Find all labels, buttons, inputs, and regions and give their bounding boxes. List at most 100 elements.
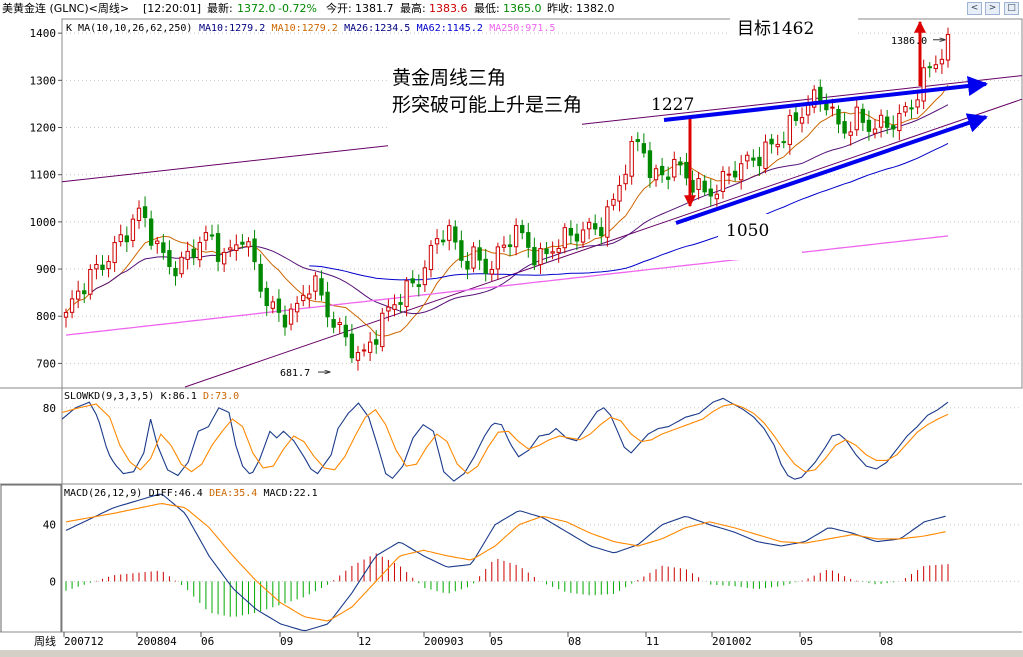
candle xyxy=(301,285,306,307)
candle-body xyxy=(124,235,130,243)
x-tick-label: 08 xyxy=(568,635,581,648)
candle xyxy=(124,226,130,253)
candle xyxy=(909,99,914,119)
candle xyxy=(380,308,385,352)
candle-body xyxy=(909,107,914,110)
price-tick-label: 1000 xyxy=(30,216,57,229)
low-price-label: 681.7 xyxy=(280,368,310,379)
candle-body xyxy=(161,242,166,253)
candle-body xyxy=(745,154,750,162)
candle xyxy=(818,79,823,112)
macd-legend: MACD(26,12,9) DIFF:46.4 DEA:35.4 MACD:22.1 xyxy=(64,488,318,499)
scroll-right-button[interactable]: > xyxy=(985,2,1000,15)
candle-body xyxy=(812,89,817,108)
candle xyxy=(209,224,215,241)
candle xyxy=(398,293,403,313)
candle xyxy=(903,102,908,117)
candle xyxy=(842,112,847,139)
candle-body xyxy=(848,131,853,136)
candle-body xyxy=(836,109,841,125)
candle-body xyxy=(355,352,361,361)
candle-body xyxy=(921,67,926,102)
candle-body xyxy=(653,168,659,181)
open-value: 1381.7 xyxy=(355,2,394,15)
macd-tick-label: 0 xyxy=(49,575,56,588)
candle-body xyxy=(611,198,616,206)
candle xyxy=(167,240,172,275)
x-tick-label: 08 xyxy=(880,635,893,648)
candle-body xyxy=(483,258,488,274)
time-axis: 周线 200712 200804 06 09 12 200903 05 08 11 201002 05… xyxy=(34,632,893,648)
candle xyxy=(136,200,142,229)
candle-body xyxy=(422,267,428,286)
x-tick-label: 12 xyxy=(358,635,371,648)
high-price-label: 1386.0 xyxy=(891,36,927,47)
candle xyxy=(288,303,294,331)
candle-body xyxy=(586,221,592,230)
candle xyxy=(410,270,415,288)
candle-body xyxy=(897,112,902,132)
candle-body xyxy=(343,324,348,338)
high-value: 1383.6 xyxy=(429,2,468,15)
quote-header: 美黄金连 (GLNC)<周线> [12:20:01] 最新: 1372.0 -0… xyxy=(0,0,1023,18)
candle xyxy=(866,110,872,141)
macd-histogram xyxy=(65,553,949,617)
candle xyxy=(799,107,805,133)
candle-body xyxy=(805,104,811,116)
resistance-label: 1227 xyxy=(651,95,694,115)
candle xyxy=(416,274,421,297)
candle xyxy=(307,285,312,308)
candle xyxy=(556,239,561,263)
price-tick-label: 1400 xyxy=(30,27,57,40)
candle xyxy=(88,264,93,300)
candle-body xyxy=(453,226,458,243)
annotation-line-2: 形突破可能上升是三角 xyxy=(392,94,582,116)
candle xyxy=(659,157,665,183)
macd-dea-line xyxy=(65,503,946,622)
candle-body xyxy=(915,99,920,108)
candle-body xyxy=(75,290,81,300)
candle-body xyxy=(288,308,294,325)
candle xyxy=(447,219,452,251)
candle xyxy=(732,160,738,182)
ma10-line xyxy=(65,84,949,337)
x-tick-label: 05 xyxy=(490,635,503,648)
candle xyxy=(860,103,866,132)
candle xyxy=(82,283,87,304)
candle-body xyxy=(398,302,403,305)
candle xyxy=(599,217,604,245)
candle-body xyxy=(763,141,768,169)
candle-body xyxy=(708,188,713,197)
x-axis-label: 周线 xyxy=(34,634,56,648)
candle xyxy=(921,59,926,110)
candle-body xyxy=(179,256,184,275)
candle xyxy=(264,281,269,316)
scroll-left-button[interactable]: < xyxy=(967,2,982,15)
candle-body xyxy=(775,143,780,148)
candle-body xyxy=(927,66,932,69)
slowkd-d-line xyxy=(61,403,949,475)
candle-body xyxy=(367,341,373,353)
candle-body xyxy=(191,248,196,258)
maximize-button[interactable]: □ xyxy=(1004,2,1019,15)
candle xyxy=(465,252,470,280)
candle-body xyxy=(623,173,628,185)
candle xyxy=(605,199,610,247)
candle-body xyxy=(167,250,172,267)
candle xyxy=(678,156,683,176)
candle-body xyxy=(282,314,288,328)
upper-triangle-arrow xyxy=(663,76,988,122)
candle xyxy=(824,93,829,116)
macd-diff-line xyxy=(65,493,946,632)
candle-body xyxy=(599,227,604,237)
candle-body xyxy=(155,240,160,245)
candle-body xyxy=(891,125,896,130)
candle-body xyxy=(319,278,324,296)
open-label: 今开: xyxy=(326,2,352,15)
candle xyxy=(374,330,379,354)
candle-body xyxy=(903,106,908,113)
support-box xyxy=(718,214,802,260)
candle xyxy=(495,242,501,280)
kd-legend-entry: K:86.1 xyxy=(161,391,197,402)
candle-body xyxy=(818,86,823,102)
